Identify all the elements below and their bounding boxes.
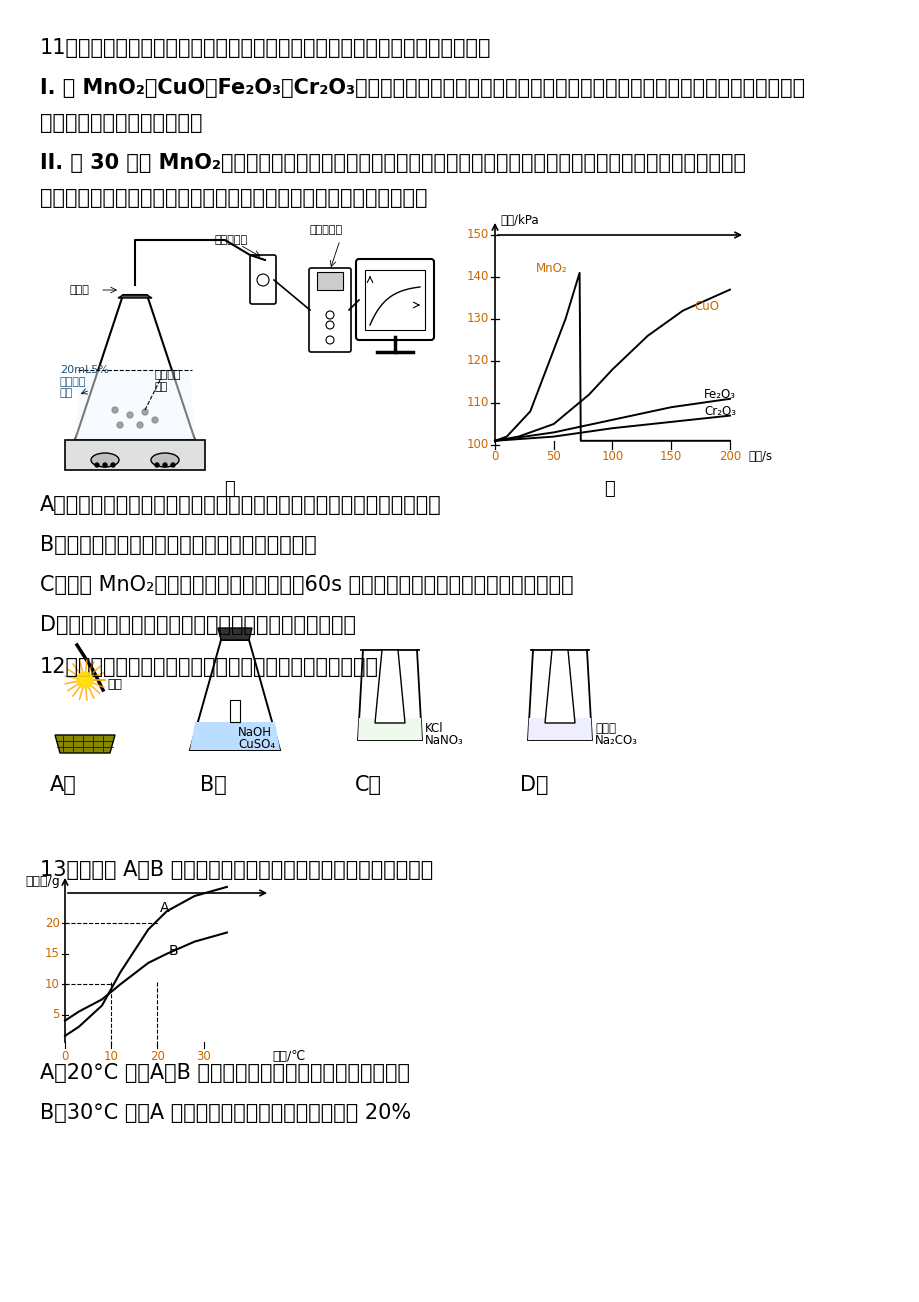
Text: MnO₂: MnO₂	[536, 262, 567, 275]
Text: B．30°C 时，A 物质的饱和溶液中溶质质量分数为 20%: B．30°C 时，A 物质的饱和溶液中溶质质量分数为 20%	[40, 1103, 411, 1124]
Polygon shape	[357, 717, 422, 740]
Text: Na₂CO₃: Na₂CO₃	[595, 733, 637, 746]
Text: 120: 120	[466, 354, 489, 367]
Text: 5: 5	[52, 1008, 60, 1021]
Text: 时间/s: 时间/s	[747, 450, 771, 464]
Polygon shape	[375, 650, 404, 723]
Circle shape	[117, 422, 123, 428]
Circle shape	[103, 464, 107, 467]
Polygon shape	[118, 296, 152, 298]
Text: A．: A．	[50, 775, 76, 796]
Text: 溶解度/g: 溶解度/g	[25, 875, 60, 888]
Circle shape	[111, 464, 115, 467]
Bar	[65, 440, 205, 470]
Text: 10: 10	[104, 1049, 119, 1062]
Circle shape	[127, 411, 133, 418]
Text: CuO: CuO	[694, 299, 719, 312]
Text: 内压强随时间变化的曲线图（见乙图）。下列说法不正确的是（　　）: 内压强随时间变化的曲线图（见乙图）。下列说法不正确的是（ ）	[40, 187, 427, 208]
Text: 乙: 乙	[604, 480, 615, 497]
Polygon shape	[190, 641, 279, 750]
Bar	[317, 272, 343, 290]
Polygon shape	[55, 736, 115, 753]
Text: NaNO₃: NaNO₃	[425, 733, 463, 746]
Text: Fe₂O₃: Fe₂O₃	[703, 388, 735, 401]
Text: C．用含 MnO₂的海藻酸钠微球进行实验，60s 时压强瞬间回落可能是因为橡皮塞被冲开: C．用含 MnO₂的海藻酸钠微球进行实验，60s 时压强瞬间回落可能是因为橡皮塞…	[40, 575, 573, 595]
Circle shape	[112, 408, 118, 413]
Text: A．20°C 时，A、B 两物质的饱和溶液中含溶质的质量相等: A．20°C 时，A、B 两物质的饱和溶液中含溶质的质量相等	[40, 1062, 410, 1083]
Text: 200: 200	[718, 450, 741, 464]
Circle shape	[152, 417, 158, 423]
Polygon shape	[544, 650, 574, 723]
Text: 130: 130	[466, 312, 489, 326]
Text: II. 取 30 粒含 MnO₂的海藻酸钠微球，采用甲图装置进行实验，改用其他三种微球，分别重复上述实验，得到锥形瓶: II. 取 30 粒含 MnO₂的海藻酸钠微球，采用甲图装置进行实验，改用其他三…	[40, 154, 745, 173]
Polygon shape	[190, 723, 279, 750]
Text: 稀盐酸: 稀盐酸	[595, 721, 616, 734]
Text: 11．某实验小组利用如图所示仪器探究制取氧气的适宜催化剂。实验方案如下：: 11．某实验小组利用如图所示仪器探究制取氧气的适宜催化剂。实验方案如下：	[40, 38, 491, 59]
Text: 100: 100	[466, 439, 489, 452]
Text: 150: 150	[660, 450, 682, 464]
Text: 压力传感器: 压力传感器	[215, 234, 248, 245]
Text: D．: D．	[519, 775, 548, 796]
Polygon shape	[218, 628, 252, 641]
Text: 12．下列实验能够直接用于验证质量守恒定律的是（　　）: 12．下列实验能够直接用于验证质量守恒定律的是（ ）	[40, 658, 379, 677]
Text: 30: 30	[196, 1049, 210, 1062]
FancyBboxPatch shape	[250, 255, 276, 303]
Text: 甲: 甲	[224, 480, 235, 497]
Text: 镁条: 镁条	[107, 678, 122, 691]
Bar	[230, 700, 240, 723]
Text: 温度/℃: 温度/℃	[272, 1049, 305, 1062]
Text: B．: B．	[199, 775, 226, 796]
Text: D．实验中压强增大主要是因为产生了气体，且反应放热: D．实验中压强增大主要是因为产生了气体，且反应放热	[40, 615, 356, 635]
Circle shape	[171, 464, 175, 467]
Text: A: A	[159, 901, 169, 915]
FancyBboxPatch shape	[309, 268, 351, 352]
Polygon shape	[528, 717, 591, 740]
Text: 15: 15	[45, 948, 60, 961]
Text: 13．如图是 A、B 两种固态物质的溶解度曲线，下列叙述正确的是: 13．如图是 A、B 两种固态物质的溶解度曲线，下列叙述正确的是	[40, 861, 433, 880]
Text: A．从实验曲线看，催化效果较好、反应温和的催化剂是氧化铬或氧化铁: A．从实验曲线看，催化效果较好、反应温和的催化剂是氧化铬或氧化铁	[40, 495, 441, 516]
Polygon shape	[528, 650, 591, 740]
Text: 20: 20	[45, 917, 60, 930]
Text: 10: 10	[45, 978, 60, 991]
Text: 50: 50	[546, 450, 561, 464]
Text: NaOH: NaOH	[238, 725, 272, 738]
Text: 20: 20	[150, 1049, 165, 1062]
Circle shape	[95, 464, 99, 467]
Circle shape	[142, 409, 148, 415]
Text: 0: 0	[491, 450, 498, 464]
Text: Cr₂O₃: Cr₂O₃	[703, 405, 735, 418]
Text: I. 用 MnO₂、CuO，Fe₂O₃、Cr₂O₃四种催化剂分别与海藻酸钠溶液温合，滴入氯化钙溶液制成含等质量催化剂，大小: I. 用 MnO₂、CuO，Fe₂O₃、Cr₂O₃四种催化剂分别与海藻酸钠溶液温…	[40, 78, 804, 98]
Text: 0: 0	[62, 1049, 69, 1062]
Text: 140: 140	[466, 271, 489, 284]
Text: 20mL5%
过氧化氢
溶液: 20mL5% 过氧化氢 溶液	[60, 365, 108, 398]
Circle shape	[137, 422, 142, 428]
Polygon shape	[75, 370, 195, 440]
Circle shape	[154, 464, 159, 467]
Text: 相同的海藻酸钠微球，备用。: 相同的海藻酸钠微球，备用。	[40, 113, 202, 133]
Ellipse shape	[151, 453, 179, 467]
Text: 橡皮塞: 橡皮塞	[70, 285, 90, 296]
Text: B: B	[168, 944, 178, 958]
Text: KCl: KCl	[425, 721, 443, 734]
Text: 数据采集器: 数据采集器	[310, 225, 343, 234]
Bar	[365, 270, 425, 329]
Text: CuSO₄: CuSO₄	[238, 737, 275, 750]
Circle shape	[77, 672, 93, 687]
Text: 压强/kPa: 压强/kPa	[499, 214, 538, 227]
Text: 海藻酸钠
微球: 海藻酸钠 微球	[154, 370, 181, 392]
Text: 150: 150	[466, 228, 489, 241]
Text: 110: 110	[466, 397, 489, 410]
Ellipse shape	[91, 453, 119, 467]
FancyBboxPatch shape	[356, 259, 434, 340]
Text: 100: 100	[601, 450, 623, 464]
Text: C．: C．	[355, 775, 381, 796]
Circle shape	[163, 464, 167, 467]
Text: B．每次实验时，海藻酸钠微球的数量应保持相同: B．每次实验时，海藻酸钠微球的数量应保持相同	[40, 535, 316, 555]
Polygon shape	[357, 650, 422, 740]
